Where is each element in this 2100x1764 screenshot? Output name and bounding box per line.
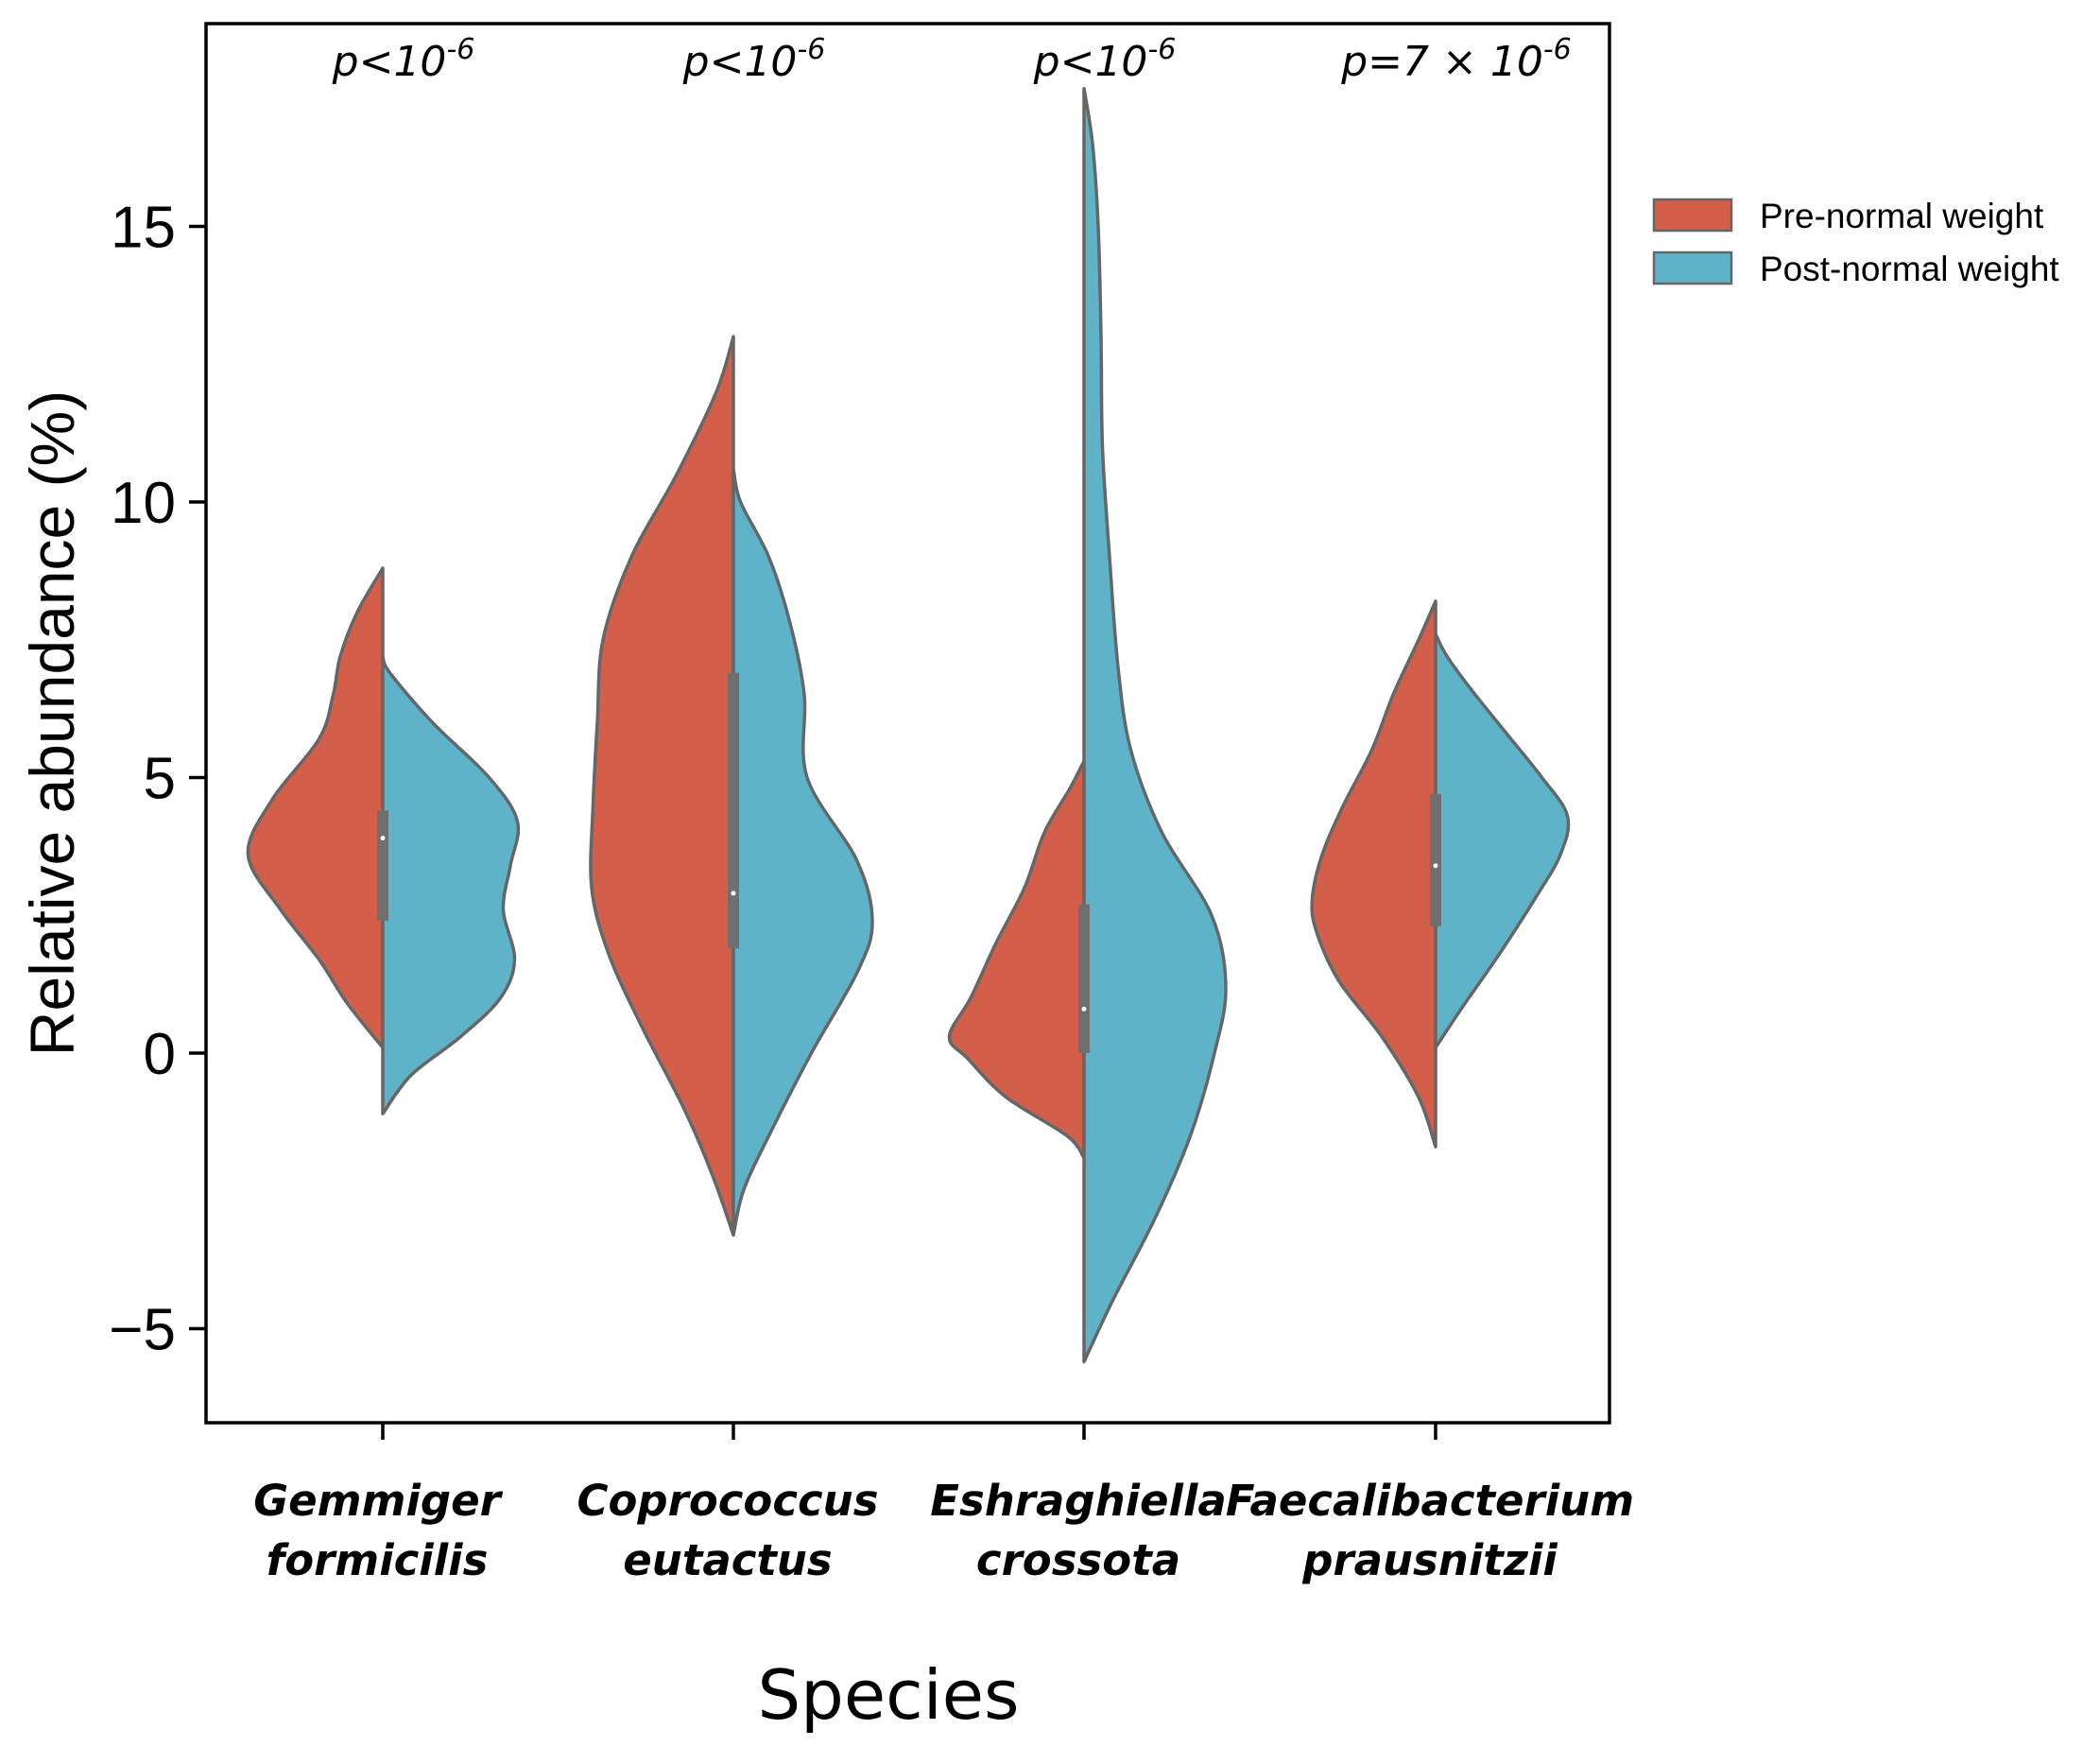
iqr-box-0: [377, 810, 388, 922]
p-value-0: p<10-6: [332, 33, 475, 86]
violin-pre-3: [1310, 599, 1437, 1149]
p-value-exponent-2: -6: [1147, 33, 1176, 66]
violins-layer: [246, 87, 1571, 1364]
p-value-exponent-1: -6: [797, 33, 825, 66]
violin-post-1: [732, 467, 874, 1237]
violin-post-0: [381, 654, 521, 1115]
y-axis: −5 0 5 10 15: [109, 196, 206, 1363]
legend-swatch-post: [1652, 251, 1733, 285]
median-dot-3: [1433, 863, 1438, 869]
p-value-base-0: p<10: [332, 38, 447, 86]
x-tick-label-1-1: eutactus: [623, 1535, 832, 1585]
box-layer: [377, 672, 1441, 1053]
p-value-base-3: p=7 × 10: [1340, 38, 1543, 86]
x-tick-label-3-0: Faecalibacterium: [1226, 1476, 1634, 1526]
iqr-box-2: [1078, 904, 1090, 1053]
p-value-1: p<10-6: [682, 33, 826, 86]
x-axis-title: Species: [757, 1655, 1019, 1735]
p-value-exponent-3: -6: [1543, 33, 1572, 66]
x-axis: Gemmiger formicilis Coprococcus eutactus Esh…: [253, 1423, 1634, 1585]
iqr-box-1: [728, 672, 739, 949]
y-tick-label-1: 0: [144, 1022, 176, 1087]
y-tick-label-4: 15: [111, 196, 176, 261]
y-tick-label-0: −5: [109, 1298, 176, 1363]
p-value-2: p<10-6: [1033, 33, 1177, 86]
x-tick-label-3-1: prausnitzii: [1301, 1535, 1558, 1585]
y-tick-label-3: 10: [111, 471, 176, 536]
violin-post-2: [1082, 87, 1228, 1364]
iqr-box-3: [1430, 793, 1441, 926]
y-tick-label-2: 5: [144, 747, 176, 812]
violin-pre-1: [589, 335, 735, 1237]
legend: Pre-normal weight Post-normal weight: [1652, 197, 2059, 288]
p-value-3: p=7 × 10-6: [1340, 33, 1572, 86]
median-dot-2: [1081, 1006, 1087, 1012]
x-tick-label-2-1: crossota: [976, 1535, 1180, 1585]
x-tick-label-0-1: formicilis: [267, 1535, 489, 1585]
x-tick-label-0-0: Gemmiger: [253, 1476, 503, 1526]
p-value-exponent-0: -6: [446, 33, 474, 66]
p-values: p<10-6 p<10-6 p<10-6 p=7 × 10-6: [332, 33, 1572, 86]
violin-post-3: [1434, 632, 1571, 1049]
median-dot-0: [380, 836, 386, 841]
x-tick-label-2-0: Eshraghiella: [930, 1476, 1227, 1526]
plot-frame: [204, 22, 1611, 1425]
p-value-base-2: p<10: [1033, 38, 1148, 86]
violin-pre-2: [947, 759, 1086, 1160]
legend-label-post: Post-normal weight: [1760, 250, 2059, 288]
median-dot-1: [731, 891, 736, 896]
legend-label-pre: Pre-normal weight: [1760, 197, 2044, 235]
y-axis-title: Relative abundance (%): [17, 390, 87, 1056]
violin-pre-0: [246, 566, 385, 1049]
x-tick-label-1-0: Coprococcus: [577, 1476, 878, 1526]
legend-swatch-pre: [1652, 198, 1733, 233]
p-value-base-1: p<10: [682, 38, 798, 86]
